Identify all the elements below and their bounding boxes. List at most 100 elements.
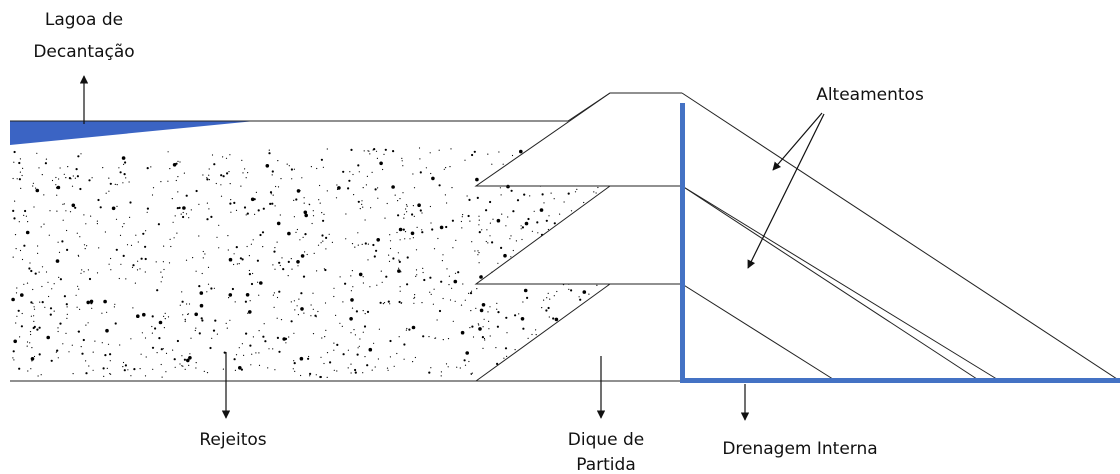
- tailings-dot: [382, 303, 384, 305]
- tailings-dot: [362, 331, 364, 333]
- tailings-dot: [188, 364, 190, 366]
- tailings-dot: [241, 258, 244, 261]
- tailings-dot: [172, 221, 174, 223]
- tailings-dot: [240, 185, 242, 187]
- tailings-dot: [32, 302, 34, 304]
- tailings-dot: [186, 358, 190, 363]
- tailings-dot: [510, 256, 512, 258]
- tailings-dot: [548, 215, 550, 217]
- tailings-dot: [300, 254, 305, 258]
- tailings-dot: [291, 178, 293, 180]
- tailings-dot: [161, 376, 163, 378]
- tailings-dot: [438, 309, 442, 313]
- tailings-dot: [243, 206, 247, 209]
- tailings-dot: [268, 348, 270, 350]
- tailings-dot: [220, 195, 223, 197]
- tailings-region: [10, 121, 610, 381]
- tailings-dot: [418, 147, 421, 149]
- tailings-dot: [36, 152, 38, 154]
- tailings-dot: [83, 244, 86, 246]
- tailings-dot: [156, 289, 159, 292]
- tailings-dot: [413, 297, 415, 299]
- tailings-dot: [12, 256, 14, 258]
- tailings-dot: [501, 213, 503, 215]
- tailings-dot: [195, 189, 198, 193]
- tailings-dot: [255, 191, 257, 193]
- tailings-dot: [33, 308, 36, 310]
- tailings-dot: [297, 265, 299, 267]
- tailings-dot: [142, 312, 146, 317]
- tailings-dot: [321, 337, 323, 339]
- tailings-dot: [337, 186, 341, 190]
- tailings-dot: [98, 247, 100, 249]
- tailings-dot: [309, 375, 311, 377]
- tailings-dot: [70, 178, 72, 180]
- tailings-dot: [269, 191, 273, 194]
- tailings-dot: [109, 373, 111, 375]
- tailings-dot: [145, 356, 147, 358]
- tailings-dot: [488, 328, 490, 330]
- tailings-dot: [421, 302, 423, 304]
- tailings-dot: [177, 160, 179, 162]
- tailings-dot: [56, 210, 58, 212]
- tailings-dot: [209, 346, 212, 350]
- tailings-dot: [37, 252, 39, 254]
- tailings-dot: [68, 351, 70, 353]
- tailings-dot: [299, 190, 301, 192]
- tailings-dot: [160, 348, 163, 351]
- tailings-dot: [12, 177, 14, 180]
- tailings-dot: [202, 174, 204, 176]
- tailings-dot: [259, 281, 263, 285]
- tailings-dot: [410, 231, 415, 236]
- tailings-dot: [316, 167, 318, 170]
- tailings-dot: [335, 314, 337, 316]
- tailings-dot: [254, 213, 256, 215]
- tailings-dot: [475, 307, 477, 309]
- tailings-dot: [404, 231, 407, 233]
- tailings-dot: [308, 355, 310, 358]
- tailings-dot: [256, 259, 259, 262]
- tailings-dot: [512, 210, 515, 213]
- tailings-dot: [35, 188, 40, 193]
- tailings-dot: [553, 295, 555, 297]
- tailings-dot: [92, 351, 94, 353]
- tailings-dot: [164, 318, 166, 320]
- tailings-dot: [438, 184, 441, 187]
- tailings-dot: [403, 213, 405, 215]
- tailings-dot: [483, 337, 486, 340]
- tailings-dot: [482, 326, 484, 328]
- tailings-dot: [519, 149, 523, 154]
- tailings-dot: [574, 191, 577, 193]
- tailings-dot: [57, 357, 59, 359]
- tailings-dot: [314, 314, 317, 317]
- tailings-dot: [235, 209, 238, 211]
- tailings-dot: [58, 276, 60, 278]
- tailings-dot: [364, 219, 366, 221]
- tailings-dot: [160, 281, 162, 283]
- tailings-dot: [105, 328, 109, 333]
- tailings-dot: [326, 352, 329, 354]
- tailings-dot: [447, 366, 449, 368]
- tailings-dot: [157, 223, 160, 226]
- tailings-dot: [326, 148, 328, 150]
- tailings-dot: [32, 182, 35, 184]
- tailings-dot: [503, 357, 505, 359]
- tailings-dot: [262, 335, 265, 338]
- tailings-dot: [264, 340, 267, 343]
- tailings-dot: [322, 166, 324, 168]
- tailings-dot: [313, 252, 315, 254]
- tailings-dot: [142, 232, 145, 235]
- tailings-dot: [206, 202, 208, 204]
- tailings-dot: [375, 249, 378, 252]
- tailings-dot: [272, 264, 274, 266]
- tailings-dot: [478, 252, 480, 254]
- tailings-dot: [595, 192, 597, 194]
- tailings-dot: [500, 246, 503, 249]
- tailings-dot: [521, 238, 523, 241]
- tailings-dot: [28, 267, 31, 270]
- tailings-dot: [182, 314, 184, 316]
- tailings-dot: [129, 216, 131, 218]
- raise-line-lower: [681, 185, 981, 382]
- tailings-dot: [163, 268, 165, 271]
- tailings-dot: [255, 352, 257, 354]
